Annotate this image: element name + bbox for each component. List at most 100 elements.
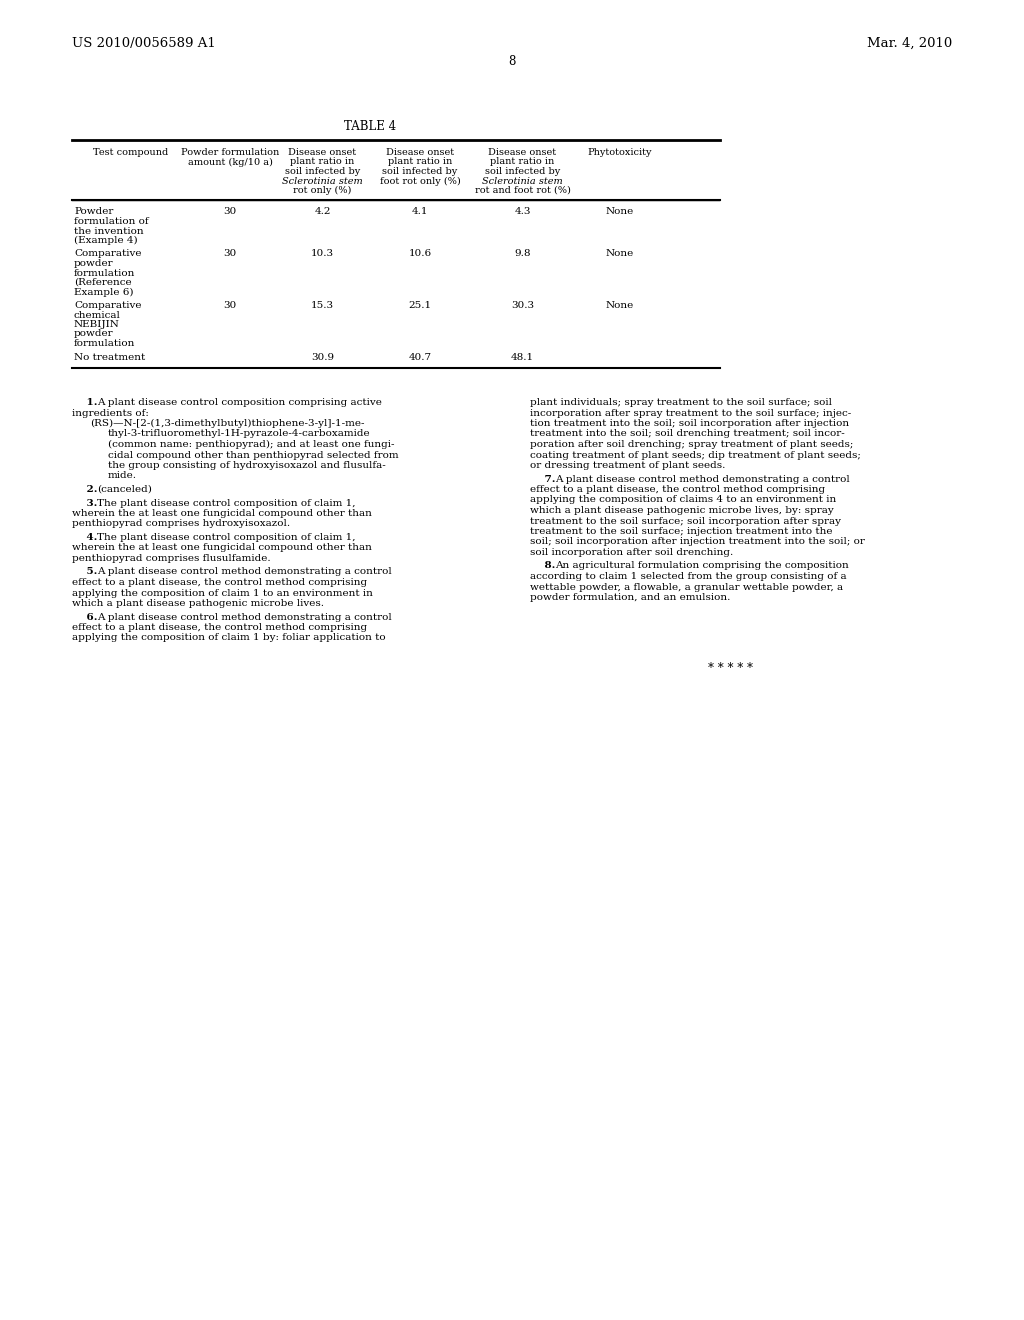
Text: the group consisting of hydroxyisoxazol and flusulfa-: the group consisting of hydroxyisoxazol … xyxy=(108,461,386,470)
Text: A plant disease control method demonstrating a control: A plant disease control method demonstra… xyxy=(97,568,392,577)
Text: effect to a plant disease, the control method comprising: effect to a plant disease, the control m… xyxy=(72,578,368,587)
Text: Sclerotinia stem: Sclerotinia stem xyxy=(283,177,362,186)
Text: Powder formulation: Powder formulation xyxy=(181,148,280,157)
Text: poration after soil drenching; spray treatment of plant seeds;: poration after soil drenching; spray tre… xyxy=(530,440,853,449)
Text: 1.: 1. xyxy=(72,399,97,407)
Text: applying the composition of claims 4 to an environment in: applying the composition of claims 4 to … xyxy=(530,495,837,504)
Text: * * * * *: * * * * * xyxy=(708,663,753,675)
Text: None: None xyxy=(606,207,634,216)
Text: (Example 4): (Example 4) xyxy=(74,236,137,246)
Text: 9.8: 9.8 xyxy=(514,249,530,259)
Text: (canceled): (canceled) xyxy=(97,484,153,494)
Text: penthiopyrad comprises hydroxyisoxazol.: penthiopyrad comprises hydroxyisoxazol. xyxy=(72,520,290,528)
Text: 30.9: 30.9 xyxy=(311,352,334,362)
Text: Disease onset: Disease onset xyxy=(488,148,557,157)
Text: formulation: formulation xyxy=(74,268,135,277)
Text: 30: 30 xyxy=(223,207,237,216)
Text: (Reference: (Reference xyxy=(74,279,132,286)
Text: plant ratio in: plant ratio in xyxy=(388,157,453,166)
Text: 4.1: 4.1 xyxy=(412,207,428,216)
Text: thyl-3-trifluoromethyl-1H-pyrazole-4-carboxamide: thyl-3-trifluoromethyl-1H-pyrazole-4-car… xyxy=(108,429,371,438)
Text: Comparative: Comparative xyxy=(74,301,141,310)
Text: 15.3: 15.3 xyxy=(311,301,334,310)
Text: powder: powder xyxy=(74,259,114,268)
Text: treatment into the soil; soil drenching treatment; soil incor-: treatment into the soil; soil drenching … xyxy=(530,429,845,438)
Text: plant ratio in: plant ratio in xyxy=(490,157,555,166)
Text: No treatment: No treatment xyxy=(74,352,145,362)
Text: 30: 30 xyxy=(223,249,237,259)
Text: penthiopyrad comprises flusulfamide.: penthiopyrad comprises flusulfamide. xyxy=(72,554,270,564)
Text: soil infected by: soil infected by xyxy=(285,168,360,176)
Text: cidal compound other than penthiopyrad selected from: cidal compound other than penthiopyrad s… xyxy=(108,450,398,459)
Text: Example 6): Example 6) xyxy=(74,288,133,297)
Text: or dressing treatment of plant seeds.: or dressing treatment of plant seeds. xyxy=(530,461,725,470)
Text: coating treatment of plant seeds; dip treatment of plant seeds;: coating treatment of plant seeds; dip tr… xyxy=(530,450,861,459)
Text: which a plant disease pathogenic microbe lives.: which a plant disease pathogenic microbe… xyxy=(72,599,324,609)
Text: incorporation after spray treatment to the soil surface; injec-: incorporation after spray treatment to t… xyxy=(530,408,851,417)
Text: Sclerotinia stem: Sclerotinia stem xyxy=(482,177,563,186)
Text: 4.3: 4.3 xyxy=(514,207,530,216)
Text: A plant disease control composition comprising active: A plant disease control composition comp… xyxy=(97,399,382,407)
Text: amount (kg/10 a): amount (kg/10 a) xyxy=(187,157,272,166)
Text: 3.: 3. xyxy=(72,499,97,507)
Text: 6.: 6. xyxy=(72,612,97,622)
Text: plant individuals; spray treatment to the soil surface; soil: plant individuals; spray treatment to th… xyxy=(530,399,831,407)
Text: None: None xyxy=(606,301,634,310)
Text: 48.1: 48.1 xyxy=(511,352,535,362)
Text: 30.3: 30.3 xyxy=(511,301,535,310)
Text: 25.1: 25.1 xyxy=(409,301,431,310)
Text: wherein the at least one fungicidal compound other than: wherein the at least one fungicidal comp… xyxy=(72,510,372,517)
Text: 10.6: 10.6 xyxy=(409,249,431,259)
Text: foot rot only (%): foot rot only (%) xyxy=(380,177,461,186)
Text: The plant disease control composition of claim 1,: The plant disease control composition of… xyxy=(97,499,355,507)
Text: NEBIJIN: NEBIJIN xyxy=(74,319,120,329)
Text: treatment to the soil surface; injection treatment into the: treatment to the soil surface; injection… xyxy=(530,527,833,536)
Text: 40.7: 40.7 xyxy=(409,352,431,362)
Text: A plant disease control method demonstrating a control: A plant disease control method demonstra… xyxy=(97,612,392,622)
Text: (common name: penthiopyrad); and at least one fungi-: (common name: penthiopyrad); and at leas… xyxy=(108,440,394,449)
Text: Test compound: Test compound xyxy=(93,148,169,157)
Text: applying the composition of claim 1 to an environment in: applying the composition of claim 1 to a… xyxy=(72,589,373,598)
Text: 5.: 5. xyxy=(72,568,97,577)
Text: 8.: 8. xyxy=(530,561,555,570)
Text: An agricultural formulation comprising the composition: An agricultural formulation comprising t… xyxy=(555,561,849,570)
Text: 7.: 7. xyxy=(530,474,555,483)
Text: ingredients of:: ingredients of: xyxy=(72,408,148,417)
Text: according to claim 1 selected from the group consisting of a: according to claim 1 selected from the g… xyxy=(530,572,847,581)
Text: Powder: Powder xyxy=(74,207,114,216)
Text: tion treatment into the soil; soil incorporation after injection: tion treatment into the soil; soil incor… xyxy=(530,418,849,428)
Text: 4.: 4. xyxy=(72,533,97,543)
Text: 10.3: 10.3 xyxy=(311,249,334,259)
Text: soil incorporation after soil drenching.: soil incorporation after soil drenching. xyxy=(530,548,733,557)
Text: powder: powder xyxy=(74,330,114,338)
Text: rot and foot rot (%): rot and foot rot (%) xyxy=(474,186,570,195)
Text: US 2010/0056589 A1: US 2010/0056589 A1 xyxy=(72,37,216,50)
Text: (RS)—N-[2-(1,3-dimethylbutyl)thiophene-3-yl]-1-me-: (RS)—N-[2-(1,3-dimethylbutyl)thiophene-3… xyxy=(90,418,365,428)
Text: powder formulation, and an emulsion.: powder formulation, and an emulsion. xyxy=(530,593,730,602)
Text: None: None xyxy=(606,249,634,259)
Text: wherein the at least one fungicidal compound other than: wherein the at least one fungicidal comp… xyxy=(72,544,372,553)
Text: mide.: mide. xyxy=(108,471,137,480)
Text: formulation of: formulation of xyxy=(74,216,148,226)
Text: treatment to the soil surface; soil incorporation after spray: treatment to the soil surface; soil inco… xyxy=(530,516,841,525)
Text: chemical: chemical xyxy=(74,310,121,319)
Text: Disease onset: Disease onset xyxy=(386,148,454,157)
Text: Disease onset: Disease onset xyxy=(289,148,356,157)
Text: wettable powder, a flowable, a granular wettable powder, a: wettable powder, a flowable, a granular … xyxy=(530,582,843,591)
Text: TABLE 4: TABLE 4 xyxy=(344,120,396,133)
Text: 8: 8 xyxy=(508,55,516,69)
Text: 2.: 2. xyxy=(72,484,97,494)
Text: soil; soil incorporation after injection treatment into the soil; or: soil; soil incorporation after injection… xyxy=(530,537,865,546)
Text: Phytotoxicity: Phytotoxicity xyxy=(588,148,652,157)
Text: soil infected by: soil infected by xyxy=(485,168,560,176)
Text: Comparative: Comparative xyxy=(74,249,141,259)
Text: the invention: the invention xyxy=(74,227,143,235)
Text: rot only (%): rot only (%) xyxy=(293,186,351,195)
Text: effect to a plant disease, the control method comprising: effect to a plant disease, the control m… xyxy=(72,623,368,632)
Text: 4.2: 4.2 xyxy=(314,207,331,216)
Text: which a plant disease pathogenic microbe lives, by: spray: which a plant disease pathogenic microbe… xyxy=(530,506,834,515)
Text: effect to a plant disease, the control method comprising: effect to a plant disease, the control m… xyxy=(530,484,825,494)
Text: A plant disease control method demonstrating a control: A plant disease control method demonstra… xyxy=(555,474,850,483)
Text: Mar. 4, 2010: Mar. 4, 2010 xyxy=(866,37,952,50)
Text: 30: 30 xyxy=(223,301,237,310)
